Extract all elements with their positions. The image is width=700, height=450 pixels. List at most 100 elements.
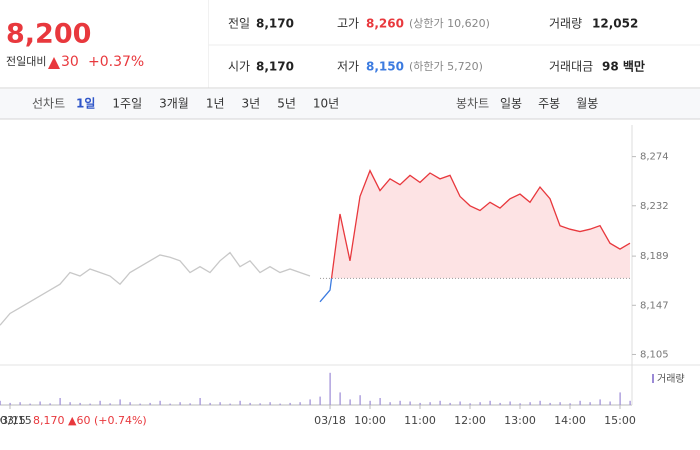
volume-bar <box>129 402 131 405</box>
volume-bar <box>179 402 181 405</box>
stat-note: (상한가 10,620) <box>409 17 490 30</box>
stat-label: 전일 <box>228 17 250 31</box>
volume-bar <box>39 401 41 405</box>
volume-bar <box>89 403 91 405</box>
tab[interactable]: 1주일 <box>112 97 142 111</box>
tab[interactable]: 1일 <box>76 97 95 111</box>
volume-bar <box>389 402 391 405</box>
stat-value: 8,260 <box>366 17 404 31</box>
stat-label: 고가 <box>337 17 359 31</box>
volume-bar <box>309 399 311 405</box>
volume-bar <box>619 392 621 405</box>
volume-bar <box>249 402 251 405</box>
x-tick-label: 15:00 <box>604 414 636 427</box>
volume-bar <box>239 400 241 405</box>
tab-label: 봉차트 <box>456 97 489 111</box>
volume-bar <box>79 402 81 405</box>
volume-bar <box>489 400 491 405</box>
volume-bar <box>299 402 301 405</box>
volume-bar <box>229 403 231 405</box>
tab[interactable]: 주봉 <box>538 97 560 111</box>
volume-bar <box>609 401 611 405</box>
volume-bar <box>339 392 341 405</box>
y-tick-label: 8,105 <box>640 349 669 360</box>
x-tick-label: 14:00 <box>554 414 586 427</box>
tab[interactable]: 1년 <box>206 97 225 111</box>
volume-bar <box>429 402 431 405</box>
legend-label: 거래량 <box>657 373 685 385</box>
volume-bar <box>439 400 441 405</box>
volume-bar <box>369 400 371 405</box>
tab[interactable]: 월봉 <box>576 97 598 111</box>
volume-bar <box>329 372 331 405</box>
volume-bar <box>199 398 201 405</box>
tab[interactable]: 일봉 <box>500 97 522 111</box>
volume-bar <box>99 400 101 405</box>
tab[interactable]: 3년 <box>242 97 261 111</box>
price: 8,200 <box>6 19 91 50</box>
volume-bar <box>499 402 501 405</box>
volume-bar <box>549 402 551 405</box>
y-tick-label: 8,147 <box>640 300 669 311</box>
tab[interactable]: 5년 <box>277 97 296 111</box>
price-line <box>330 169 631 279</box>
volume-bar <box>629 400 631 405</box>
volume-bar <box>559 402 561 405</box>
volume-bar <box>269 402 271 405</box>
volume-bar <box>599 399 601 405</box>
stat-value: 8,150 <box>366 60 404 74</box>
volume-bar <box>589 402 591 405</box>
change: 30 <box>61 54 79 70</box>
y-tick-label: 8,189 <box>640 251 669 262</box>
volume-bar <box>529 402 531 405</box>
x-tick-label: 03/18 <box>314 414 346 427</box>
tab-bar <box>0 89 700 119</box>
stat-label: 거래대금 <box>549 60 593 74</box>
stat-label: 저가 <box>337 60 359 74</box>
stat-value: 8,170 <box>256 60 294 74</box>
volume-bar <box>49 403 51 405</box>
x-tick-label: 12:00 <box>454 414 486 427</box>
stat-value: 12,052 <box>592 17 638 31</box>
change-label: 전일대비 <box>6 54 46 68</box>
footer-note: 8,170 ▲60 (+0.74%) <box>33 414 147 427</box>
volume-bar <box>409 401 411 405</box>
volume-bar <box>189 403 191 405</box>
volume-bar <box>419 402 421 405</box>
volume-bar <box>509 401 511 405</box>
volume-bar <box>349 399 351 405</box>
volume-bar <box>259 403 261 405</box>
stat-label: 시가 <box>228 60 250 74</box>
tab[interactable]: 3개월 <box>159 97 189 111</box>
footer-date: 03/15 <box>0 414 32 427</box>
x-tick-label: 13:00 <box>504 414 536 427</box>
x-tick-label: 03/15 <box>0 414 26 427</box>
volume-bar <box>29 403 31 405</box>
volume-bar <box>379 398 381 405</box>
volume-bar <box>319 396 321 405</box>
change-pct: +0.37% <box>88 54 144 70</box>
x-tick-label: 11:00 <box>404 414 436 427</box>
up-icon <box>48 57 60 69</box>
stat-value: 98 백만 <box>602 59 645 74</box>
volume-bar <box>59 398 61 405</box>
volume-bar <box>459 401 461 405</box>
tab-label: 선차트 <box>32 97 65 111</box>
volume-bar <box>19 402 21 405</box>
volume-bar <box>149 402 151 405</box>
tab[interactable]: 10년 <box>313 97 339 111</box>
price-line-prev <box>0 251 311 326</box>
price-box <box>0 0 208 88</box>
volume-bar <box>279 403 281 405</box>
volume-bar <box>119 399 121 405</box>
volume-bar <box>9 402 11 405</box>
volume-bar <box>569 403 571 405</box>
stat-value: 8,170 <box>256 17 294 31</box>
volume-bar <box>479 402 481 405</box>
volume-bar <box>469 403 471 405</box>
volume-bar <box>219 402 221 405</box>
x-tick-label: 10:00 <box>354 414 386 427</box>
volume-bar <box>159 400 161 405</box>
stat-label: 거래량 <box>549 17 582 31</box>
